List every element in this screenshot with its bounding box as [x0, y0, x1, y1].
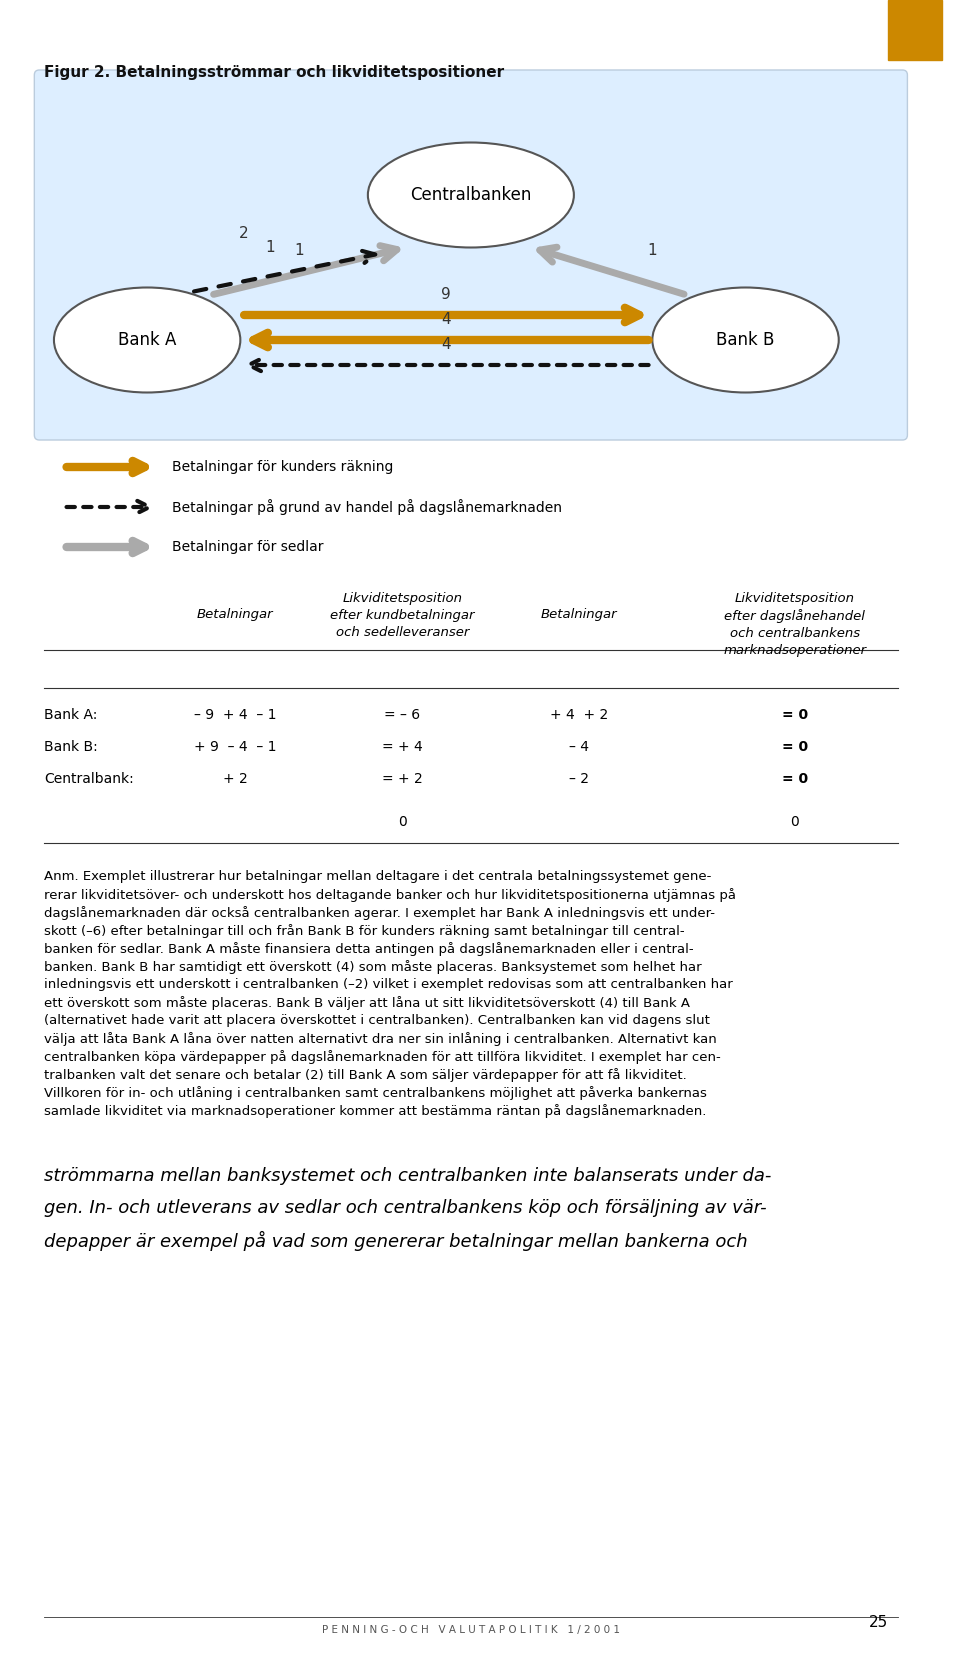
Text: strömmarna mellan banksystemet och centralbanken inte balanserats under da-: strömmarna mellan banksystemet och centr…: [44, 1167, 772, 1185]
Text: rerar likviditetsöver- och underskott hos deltagande banker och hur likviditetsp: rerar likviditetsöver- och underskott ho…: [44, 889, 736, 902]
Text: 0: 0: [397, 814, 407, 829]
Text: + 2: + 2: [223, 771, 248, 786]
Text: 2: 2: [238, 225, 248, 240]
Text: Betalningar på grund av handel på dagslånemarknaden: Betalningar på grund av handel på dagslå…: [172, 500, 562, 515]
Text: – 4: – 4: [568, 740, 588, 755]
Text: samlade likviditet via marknadsoperationer kommer att bestämma räntan på dagslån: samlade likviditet via marknadsoperation…: [44, 1104, 707, 1119]
Text: Centralbank:: Centralbank:: [44, 771, 133, 786]
Text: banken. Bank B har samtidigt ett överskott (4) som måste placeras. Banksystemet : banken. Bank B har samtidigt ett översko…: [44, 960, 702, 975]
Ellipse shape: [653, 288, 839, 392]
Text: centralbanken köpa värdepapper på dagslånemarknaden för att tillföra likviditet.: centralbanken köpa värdepapper på dagslå…: [44, 1049, 721, 1064]
Text: Centralbanken: Centralbanken: [410, 185, 532, 204]
Text: + 4  + 2: + 4 + 2: [550, 708, 608, 722]
Ellipse shape: [54, 288, 240, 392]
Text: Anm. Exemplet illustrerar hur betalningar mellan deltagare i det centrala betaln: Anm. Exemplet illustrerar hur betalninga…: [44, 871, 711, 884]
Text: 1: 1: [265, 240, 275, 255]
Ellipse shape: [368, 142, 574, 248]
Text: = 0: = 0: [781, 708, 807, 722]
Text: skott (–6) efter betalningar till och från Bank B för kunders räkning samt betal: skott (–6) efter betalningar till och fr…: [44, 923, 684, 938]
Text: Villkoren för in- och utlåning i centralbanken samt centralbankens möjlighet att: Villkoren för in- och utlåning i central…: [44, 1086, 707, 1101]
Text: = + 2: = + 2: [382, 771, 422, 786]
Text: = – 6: = – 6: [384, 708, 420, 722]
Text: depapper är exempel på vad som genererar betalningar mellan bankerna och: depapper är exempel på vad som genererar…: [44, 1231, 748, 1251]
Text: Bank B:: Bank B:: [44, 740, 98, 755]
Text: välja att låta Bank A låna över natten alternativt dra ner sin inlåning i centra: välja att låta Bank A låna över natten a…: [44, 1033, 717, 1046]
Text: Betalningar: Betalningar: [540, 607, 617, 621]
Text: = 0: = 0: [781, 740, 807, 755]
Text: 1: 1: [648, 243, 658, 258]
Text: ett överskott som måste placeras. Bank B väljer att låna ut sitt likviditetsöver: ett överskott som måste placeras. Bank B…: [44, 996, 690, 1010]
Text: 1: 1: [295, 243, 304, 258]
Text: inledningsvis ett underskott i centralbanken (–2) vilket i exemplet redovisas so: inledningsvis ett underskott i centralba…: [44, 978, 732, 991]
Text: gen. In- och utleverans av sedlar och centralbankens köp och försäljning av vär-: gen. In- och utleverans av sedlar och ce…: [44, 1198, 767, 1216]
Text: Bank A: Bank A: [118, 331, 177, 349]
Text: 25: 25: [869, 1615, 888, 1630]
Text: Betalningar: Betalningar: [197, 607, 274, 621]
Text: 9: 9: [442, 286, 451, 301]
Text: = + 4: = + 4: [382, 740, 422, 755]
Text: P E N N I N G - O C H   V A L U T A P O L I T I K   1 / 2 0 0 1: P E N N I N G - O C H V A L U T A P O L …: [322, 1625, 620, 1635]
Text: tralbanken valt det senare och betalar (2) till Bank A som säljer värdepapper fö: tralbanken valt det senare och betalar (…: [44, 1067, 687, 1082]
Text: Likviditetsposition
efter kundbetalningar
och sedelleveranser: Likviditetsposition efter kundbetalninga…: [330, 592, 474, 639]
Text: + 9  – 4  – 1: + 9 – 4 – 1: [194, 740, 276, 755]
FancyBboxPatch shape: [35, 70, 907, 440]
Text: Likviditetsposition
efter dagslånehandel
och centralbankens
marknadsoperationer: Likviditetsposition efter dagslånehandel…: [723, 592, 866, 657]
Text: Bank A:: Bank A:: [44, 708, 98, 722]
Text: Bank B: Bank B: [716, 331, 775, 349]
Text: Betalningar för sedlar: Betalningar för sedlar: [172, 540, 324, 554]
Text: – 9  + 4  – 1: – 9 + 4 – 1: [194, 708, 276, 722]
Text: 4: 4: [442, 338, 451, 353]
Text: Betalningar för kunders räkning: Betalningar för kunders räkning: [172, 460, 393, 473]
Text: – 2: – 2: [568, 771, 588, 786]
Text: = 0: = 0: [781, 771, 807, 786]
Text: 0: 0: [790, 814, 799, 829]
Text: (alternativet hade varit att placera överskottet i centralbanken). Centralbanken: (alternativet hade varit att placera öve…: [44, 1015, 710, 1028]
Text: 4: 4: [442, 313, 451, 328]
Bar: [888, 0, 942, 60]
Text: banken för sedlar. Bank A måste finansiera detta antingen på dagslånemarknaden e: banken för sedlar. Bank A måste finansie…: [44, 942, 694, 957]
Text: dagslånemarknaden där också centralbanken agerar. I exemplet har Bank A inlednin: dagslånemarknaden där också centralbanke…: [44, 905, 715, 920]
Text: Figur 2. Betalningsströmmar och likviditetspositioner: Figur 2. Betalningsströmmar och likvidit…: [44, 65, 504, 79]
